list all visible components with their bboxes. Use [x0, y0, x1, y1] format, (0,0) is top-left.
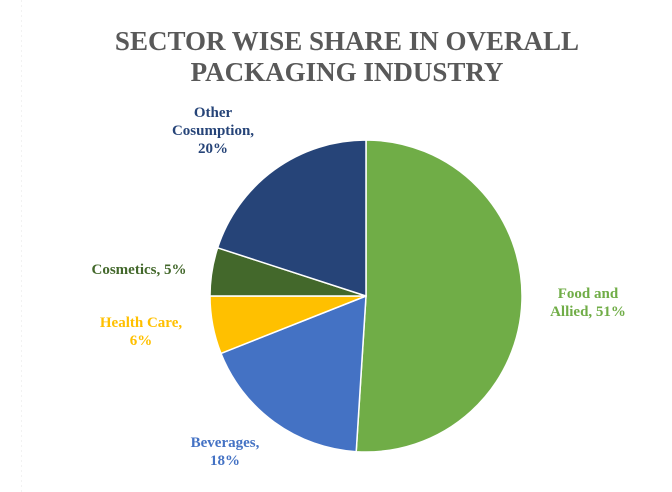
slice-label-line: Allied, 51% [550, 304, 626, 320]
pie-slice-beverages [219, 294, 367, 453]
slice-label-line: Food and [558, 286, 619, 302]
slice-label-line: Cosumption, [172, 123, 254, 139]
chart-title: SECTOR WISE SHARE IN OVERALL PACKAGING I… [22, 26, 672, 88]
slice-label-line: 18% [210, 453, 240, 469]
pie-slice-other-cosumption [216, 139, 367, 298]
slice-label-line: Cosmetics, 5% [92, 262, 187, 278]
chart-title-line-2: PACKAGING INDUSTRY [190, 57, 504, 87]
slice-label-other-cosumption: Other Cosumption, 20% [172, 105, 254, 157]
slice-label-line: Beverages, [191, 435, 260, 451]
slice-label-food-and-allied: Food and Allied, 51% [550, 286, 626, 320]
slice-label-line: 6% [130, 333, 153, 349]
slice-label-beverages: Beverages, 18% [191, 435, 260, 469]
slice-label-cosmetics: Cosmetics, 5% [92, 262, 187, 278]
chart-title-line-1: SECTOR WISE SHARE IN OVERALL [114, 26, 580, 56]
slice-label-health-care: Health Care, 6% [100, 315, 182, 349]
slice-label-line: Health Care, [100, 315, 182, 331]
slice-label-line: Other [194, 105, 233, 121]
pie-slice-food-and-allied [355, 139, 523, 453]
slice-label-line: 20% [198, 141, 228, 157]
